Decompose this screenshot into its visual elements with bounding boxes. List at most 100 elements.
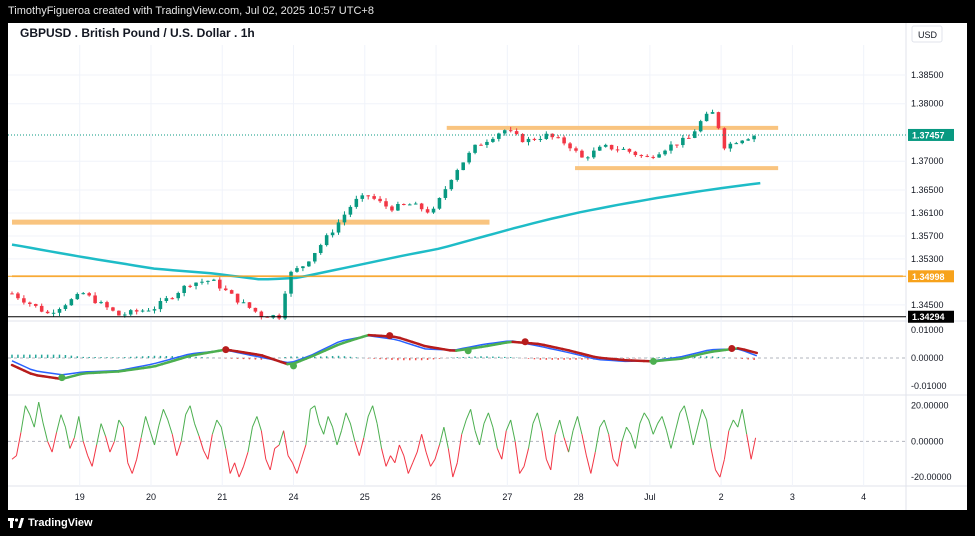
candle xyxy=(698,119,703,133)
candle xyxy=(182,284,186,297)
chart-svg[interactable]: 19 20 21 24 25 26 27 28 Jul 2 3 4 1.38500 1.38000 1.37… xyxy=(8,23,967,510)
candle-body xyxy=(485,141,489,145)
oscillator-segment xyxy=(679,405,685,414)
candle-body xyxy=(39,305,44,312)
candle xyxy=(716,111,721,130)
candle-body xyxy=(746,139,750,141)
candle xyxy=(663,149,667,156)
crossover-dot xyxy=(58,374,66,382)
candle-body xyxy=(176,292,181,299)
candle xyxy=(16,291,20,300)
candle-body xyxy=(502,130,507,134)
candle xyxy=(158,297,163,313)
candle-body xyxy=(740,140,745,144)
creator-attribution: TimothyFigueroa created with TradingView… xyxy=(8,5,374,17)
oscillator-segment xyxy=(710,448,716,471)
currency-button[interactable] xyxy=(911,25,943,43)
oscillator-segment xyxy=(403,455,409,474)
candle-body xyxy=(99,302,103,304)
candle xyxy=(247,302,252,309)
oscillator-segment xyxy=(674,412,681,431)
tradingview-logo-icon[interactable] xyxy=(8,517,24,529)
candle-body xyxy=(330,232,335,236)
candle xyxy=(170,297,175,300)
candle xyxy=(544,131,549,140)
candle xyxy=(651,155,655,160)
candle xyxy=(259,310,264,320)
candle xyxy=(621,147,626,150)
oscillator-segment xyxy=(474,430,480,446)
oscillator-segment xyxy=(688,423,694,446)
candle-body xyxy=(639,155,644,157)
candle xyxy=(283,291,287,321)
oscillator-segment xyxy=(109,441,115,453)
candle-body xyxy=(710,112,715,114)
oscillator-segment xyxy=(283,430,289,456)
candle-body xyxy=(336,222,341,233)
x-tick-label: 3 xyxy=(790,492,795,502)
candle-body xyxy=(734,143,739,145)
candle xyxy=(117,310,121,316)
oscillator-segment xyxy=(229,462,236,474)
candle-body xyxy=(669,144,673,151)
oscillator-segment xyxy=(594,427,601,453)
candle xyxy=(402,203,406,206)
candle xyxy=(538,135,543,143)
oscillator-segment xyxy=(554,419,561,435)
price-marker-tag xyxy=(908,310,954,323)
oscillator-segment xyxy=(47,441,53,453)
oscillator-segment xyxy=(38,402,44,424)
candle-body xyxy=(384,201,388,207)
candle xyxy=(111,306,115,312)
moving-average-line xyxy=(11,181,761,281)
candle-body xyxy=(342,214,347,223)
candle xyxy=(479,143,483,146)
candle xyxy=(556,135,560,139)
macd-tick-label: -0.01000 xyxy=(911,381,947,391)
candle xyxy=(366,195,370,200)
oscillator-segment xyxy=(140,416,147,438)
candle-body xyxy=(722,128,727,149)
candle-body xyxy=(45,311,50,314)
candle xyxy=(57,307,62,317)
candle xyxy=(710,109,715,114)
oscillator-tick-label: -20.00000 xyxy=(911,472,952,482)
candle-body xyxy=(318,245,323,254)
zone-layer xyxy=(12,125,903,278)
candle-body xyxy=(33,303,38,306)
candle xyxy=(609,144,614,151)
candle xyxy=(592,147,596,159)
oscillator-segment xyxy=(314,405,320,424)
oscillator-segment xyxy=(327,416,334,428)
candle-body xyxy=(10,293,14,295)
oscillator-segment xyxy=(514,441,521,474)
candle-body xyxy=(212,279,216,281)
oscillator-segment xyxy=(131,459,138,474)
chart-panel[interactable]: 19 20 21 24 25 26 27 28 Jul 2 3 4 1.38500 1.38000 1.37… xyxy=(8,23,967,510)
candle-body xyxy=(728,143,733,149)
oscillator-segment xyxy=(390,455,396,464)
oscillator-segment xyxy=(385,455,391,467)
candle xyxy=(330,229,335,238)
candle xyxy=(241,299,246,304)
oscillator-segment xyxy=(15,432,22,456)
oscillator-segment xyxy=(194,423,200,437)
candle-body xyxy=(229,290,234,294)
oscillator-segment xyxy=(434,444,440,460)
candle-body xyxy=(253,307,258,312)
oscillator-segment xyxy=(207,434,213,460)
oscillator-segment xyxy=(82,441,89,456)
oscillator-segment xyxy=(381,448,387,467)
candle-body xyxy=(633,151,638,156)
candle-body xyxy=(752,135,756,140)
x-tick-label: 4 xyxy=(861,492,866,502)
candle xyxy=(81,292,86,295)
oscillator-segment xyxy=(550,434,556,471)
price-tick-label: 1.38500 xyxy=(911,70,944,80)
oscillator-segment xyxy=(51,432,58,453)
candle-body xyxy=(586,157,590,159)
support-resistance-zone xyxy=(575,166,779,171)
oscillator-segment xyxy=(176,441,182,456)
signal-line-segment xyxy=(749,350,759,355)
